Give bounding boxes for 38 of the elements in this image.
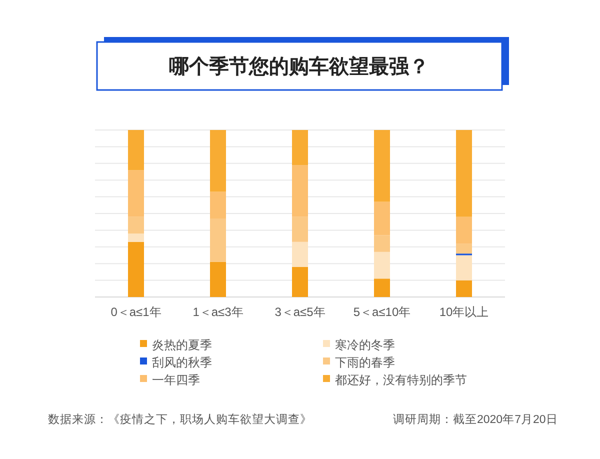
bar: [456, 255, 472, 280]
legend-label: 炎热的夏季: [152, 338, 212, 352]
bar: [456, 130, 472, 217]
bar: [128, 170, 144, 217]
bar: [128, 216, 144, 234]
bar: [292, 242, 308, 267]
chart-title: 哪个季节您的购车欲望最强？: [169, 55, 429, 78]
bar: [128, 234, 144, 242]
bar: [374, 252, 390, 279]
legend-label: 刮风的秋季: [152, 356, 212, 370]
legend-label: 寒冷的冬季: [335, 338, 395, 352]
x-tick-label: 1＜a≤3年: [192, 305, 244, 319]
x-tick-label: 5＜a≤10年: [353, 305, 411, 319]
bar: [374, 130, 390, 202]
source-note: 数据来源：《疫情之下，职场人购车欲望大调查》: [48, 412, 312, 426]
bar: [128, 130, 144, 170]
x-tick-label: 3＜a≤5年: [274, 305, 326, 319]
bar: [292, 165, 308, 217]
bar: [210, 218, 226, 262]
bar: [292, 130, 308, 166]
bar: [374, 278, 390, 297]
text: 调研周期：截至2020年7月20日: [393, 413, 558, 426]
legend-label: 一年四季: [152, 373, 200, 387]
bar: [210, 192, 226, 219]
bar: [456, 216, 472, 244]
legend-label: 都还好，没有特别的季节: [335, 373, 467, 387]
bar: [374, 235, 390, 252]
x-tick-label: 0＜a≤1年: [110, 305, 162, 319]
bar: [456, 280, 472, 297]
bar: [210, 262, 226, 297]
bar: [128, 242, 144, 297]
x-tick-label: 10年以上: [439, 305, 489, 319]
bar: [292, 266, 308, 297]
bar: [210, 130, 226, 192]
bar: [456, 244, 472, 254]
bar: [292, 216, 308, 242]
legend-label: 下雨的春季: [335, 356, 395, 370]
bar: [374, 202, 390, 236]
